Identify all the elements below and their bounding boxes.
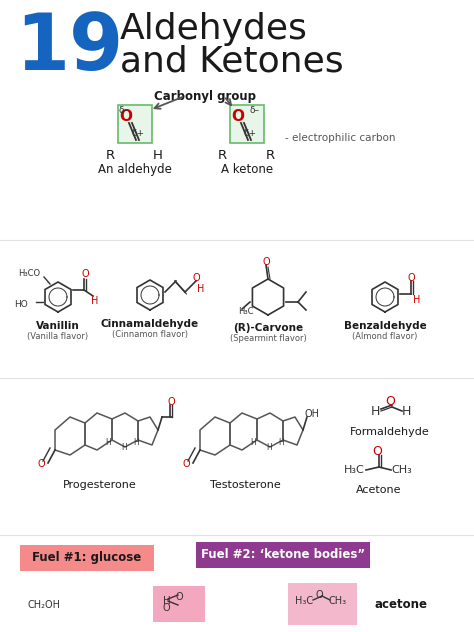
Text: H: H: [278, 438, 284, 447]
Text: O: O: [315, 590, 323, 600]
FancyBboxPatch shape: [288, 583, 357, 625]
Text: acetone: acetone: [375, 598, 428, 611]
Text: δ–: δ–: [250, 106, 260, 115]
Text: O: O: [408, 273, 416, 283]
Text: Benzaldehyde: Benzaldehyde: [344, 321, 427, 331]
Text: δ+: δ+: [244, 129, 257, 138]
Text: CH₃: CH₃: [391, 465, 412, 475]
Text: R: R: [105, 149, 115, 162]
FancyBboxPatch shape: [153, 586, 205, 622]
Text: H₃C: H₃C: [238, 307, 254, 316]
Text: O: O: [263, 257, 271, 267]
Text: H: H: [413, 295, 420, 305]
Text: H: H: [105, 438, 111, 447]
Text: H₃C: H₃C: [344, 465, 365, 475]
Text: Vanillin: Vanillin: [36, 321, 80, 331]
Text: O: O: [385, 395, 395, 408]
Text: 19: 19: [15, 10, 123, 86]
Text: and Ketones: and Ketones: [120, 45, 344, 79]
Text: (R)-Carvone: (R)-Carvone: [233, 323, 303, 333]
Text: CH₂OH: CH₂OH: [28, 600, 61, 610]
Text: H: H: [163, 596, 171, 606]
Text: HO: HO: [14, 300, 28, 309]
Text: (Vanilla flavor): (Vanilla flavor): [27, 332, 89, 341]
Text: H: H: [133, 438, 139, 447]
Text: Fuel #1: glucose: Fuel #1: glucose: [32, 552, 142, 564]
Text: (Cinnamon flavor): (Cinnamon flavor): [112, 330, 188, 339]
Text: O: O: [372, 445, 382, 458]
Text: Fuel #2: ‘ketone bodies”: Fuel #2: ‘ketone bodies”: [201, 549, 365, 561]
FancyBboxPatch shape: [196, 542, 370, 568]
Text: H: H: [371, 405, 380, 418]
Text: An aldehyde: An aldehyde: [98, 163, 172, 176]
Text: δ+: δ+: [132, 129, 145, 138]
Text: Acetone: Acetone: [356, 485, 402, 495]
Text: Aldehydes: Aldehydes: [120, 12, 308, 46]
Text: O: O: [119, 109, 133, 124]
Text: O: O: [163, 603, 171, 613]
Text: O: O: [168, 397, 176, 407]
Text: R: R: [218, 149, 227, 162]
Text: O: O: [193, 273, 201, 283]
Text: O: O: [231, 109, 245, 124]
Text: H: H: [91, 296, 99, 306]
Text: O: O: [82, 269, 90, 279]
Text: O: O: [176, 592, 183, 602]
Text: (Spearmint flavor): (Spearmint flavor): [229, 334, 306, 343]
Text: (Almond flavor): (Almond flavor): [352, 332, 418, 341]
Text: H: H: [153, 149, 163, 162]
Text: OH: OH: [305, 409, 320, 419]
Text: H: H: [250, 438, 256, 447]
Text: H₃C: H₃C: [295, 596, 313, 606]
Text: - electrophilic carbon: - electrophilic carbon: [285, 133, 395, 143]
Text: δ–: δ–: [119, 106, 129, 115]
FancyBboxPatch shape: [20, 545, 154, 571]
Text: Cinnamaldehyde: Cinnamaldehyde: [101, 319, 199, 329]
Text: O: O: [38, 459, 46, 469]
Text: R: R: [265, 149, 274, 162]
Text: H: H: [197, 284, 204, 294]
Text: Progesterone: Progesterone: [63, 480, 137, 490]
Text: H: H: [121, 443, 127, 452]
Text: A ketone: A ketone: [221, 163, 273, 176]
Text: H: H: [266, 443, 272, 452]
Bar: [118, 105, 152, 143]
Text: H: H: [402, 405, 411, 418]
Text: O: O: [183, 459, 191, 469]
Text: Carbonyl group: Carbonyl group: [154, 90, 256, 103]
Text: H₃CO: H₃CO: [18, 269, 40, 278]
Text: Testosterone: Testosterone: [210, 480, 281, 490]
Text: CH₃: CH₃: [329, 596, 347, 606]
Bar: [230, 105, 264, 143]
Text: Formaldehyde: Formaldehyde: [350, 427, 430, 437]
